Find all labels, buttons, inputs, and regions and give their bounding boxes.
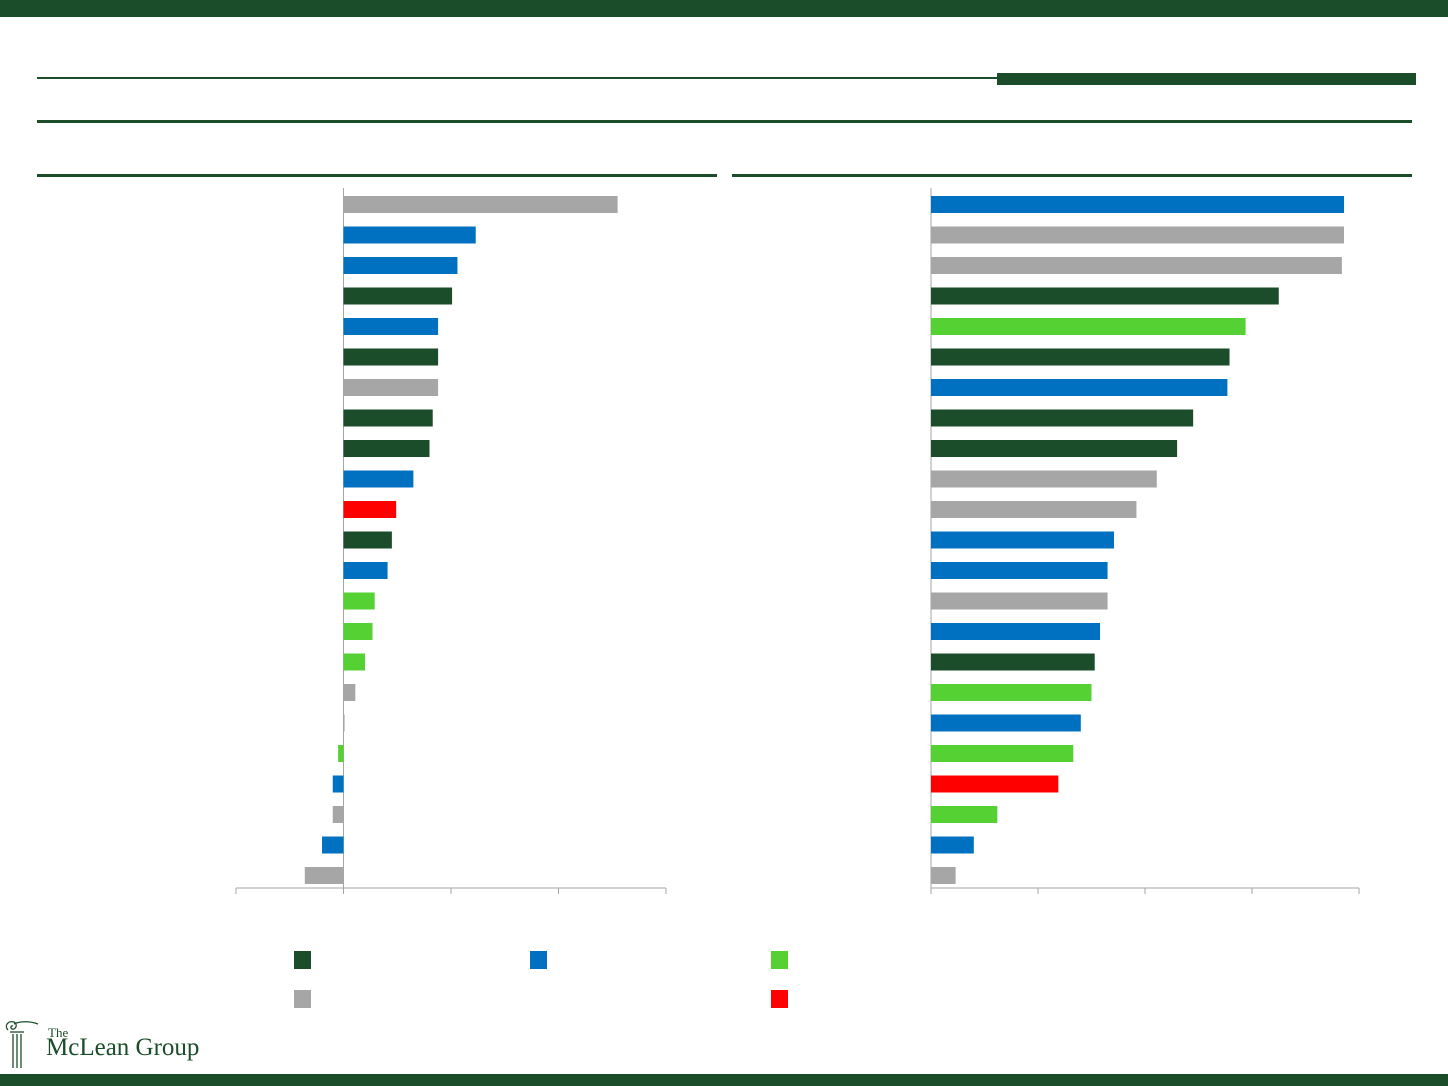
bar [343, 714, 345, 732]
bar [931, 653, 1095, 671]
legend-swatch [294, 951, 311, 969]
bar [931, 592, 1108, 610]
bar [343, 623, 373, 640]
bar [343, 501, 397, 518]
bar [931, 775, 1059, 793]
bar [931, 257, 1342, 274]
left-chart-header-rule [37, 174, 717, 177]
bar [343, 562, 388, 579]
bar [931, 379, 1228, 396]
bar [343, 257, 458, 274]
title-underline-accent [997, 73, 1416, 85]
bar [931, 409, 1194, 427]
bottom-brand-bar [0, 1074, 1448, 1086]
subtitle-underline [37, 120, 1412, 123]
bar [343, 379, 439, 396]
bar [343, 196, 618, 213]
legend-swatch [530, 951, 547, 969]
bar [343, 684, 356, 701]
bar [931, 440, 1178, 457]
bar [332, 775, 344, 793]
bar [322, 836, 344, 854]
bar [304, 867, 344, 884]
legend-swatch [294, 990, 311, 1008]
bar [931, 348, 1230, 366]
bar [931, 745, 1074, 762]
bar [343, 653, 365, 671]
bar [332, 806, 344, 823]
legend-swatch [771, 951, 788, 969]
bar [931, 714, 1081, 732]
right-bar-chart [930, 188, 1360, 894]
legend-swatch [771, 990, 788, 1008]
bar [931, 623, 1101, 640]
bar [338, 745, 344, 762]
bar [931, 836, 974, 854]
left-bar-chart [235, 188, 667, 894]
top-brand-bar [0, 0, 1448, 17]
bar [931, 196, 1345, 213]
bar [931, 318, 1246, 335]
logo-company-name: McLean Group [46, 1034, 200, 1061]
bar [343, 226, 476, 244]
bar [931, 806, 998, 823]
bar [343, 440, 430, 457]
bar [931, 867, 956, 884]
bar [343, 318, 439, 335]
bar [343, 409, 433, 427]
bar [343, 287, 453, 305]
bar [343, 348, 439, 366]
bar [343, 470, 414, 488]
ionic-column-icon [5, 1020, 39, 1068]
bar [931, 531, 1114, 549]
right-chart-header-rule [732, 174, 1412, 177]
bar [931, 501, 1137, 518]
bar [931, 287, 1279, 305]
logo-the-text: The [48, 1025, 69, 1040]
bar [931, 470, 1157, 488]
chart-legend [294, 951, 788, 1008]
bar [931, 684, 1092, 701]
title-underline-thin [37, 77, 999, 79]
bar [931, 226, 1345, 244]
bar [343, 592, 375, 610]
bar [343, 531, 392, 549]
bar [931, 562, 1108, 579]
